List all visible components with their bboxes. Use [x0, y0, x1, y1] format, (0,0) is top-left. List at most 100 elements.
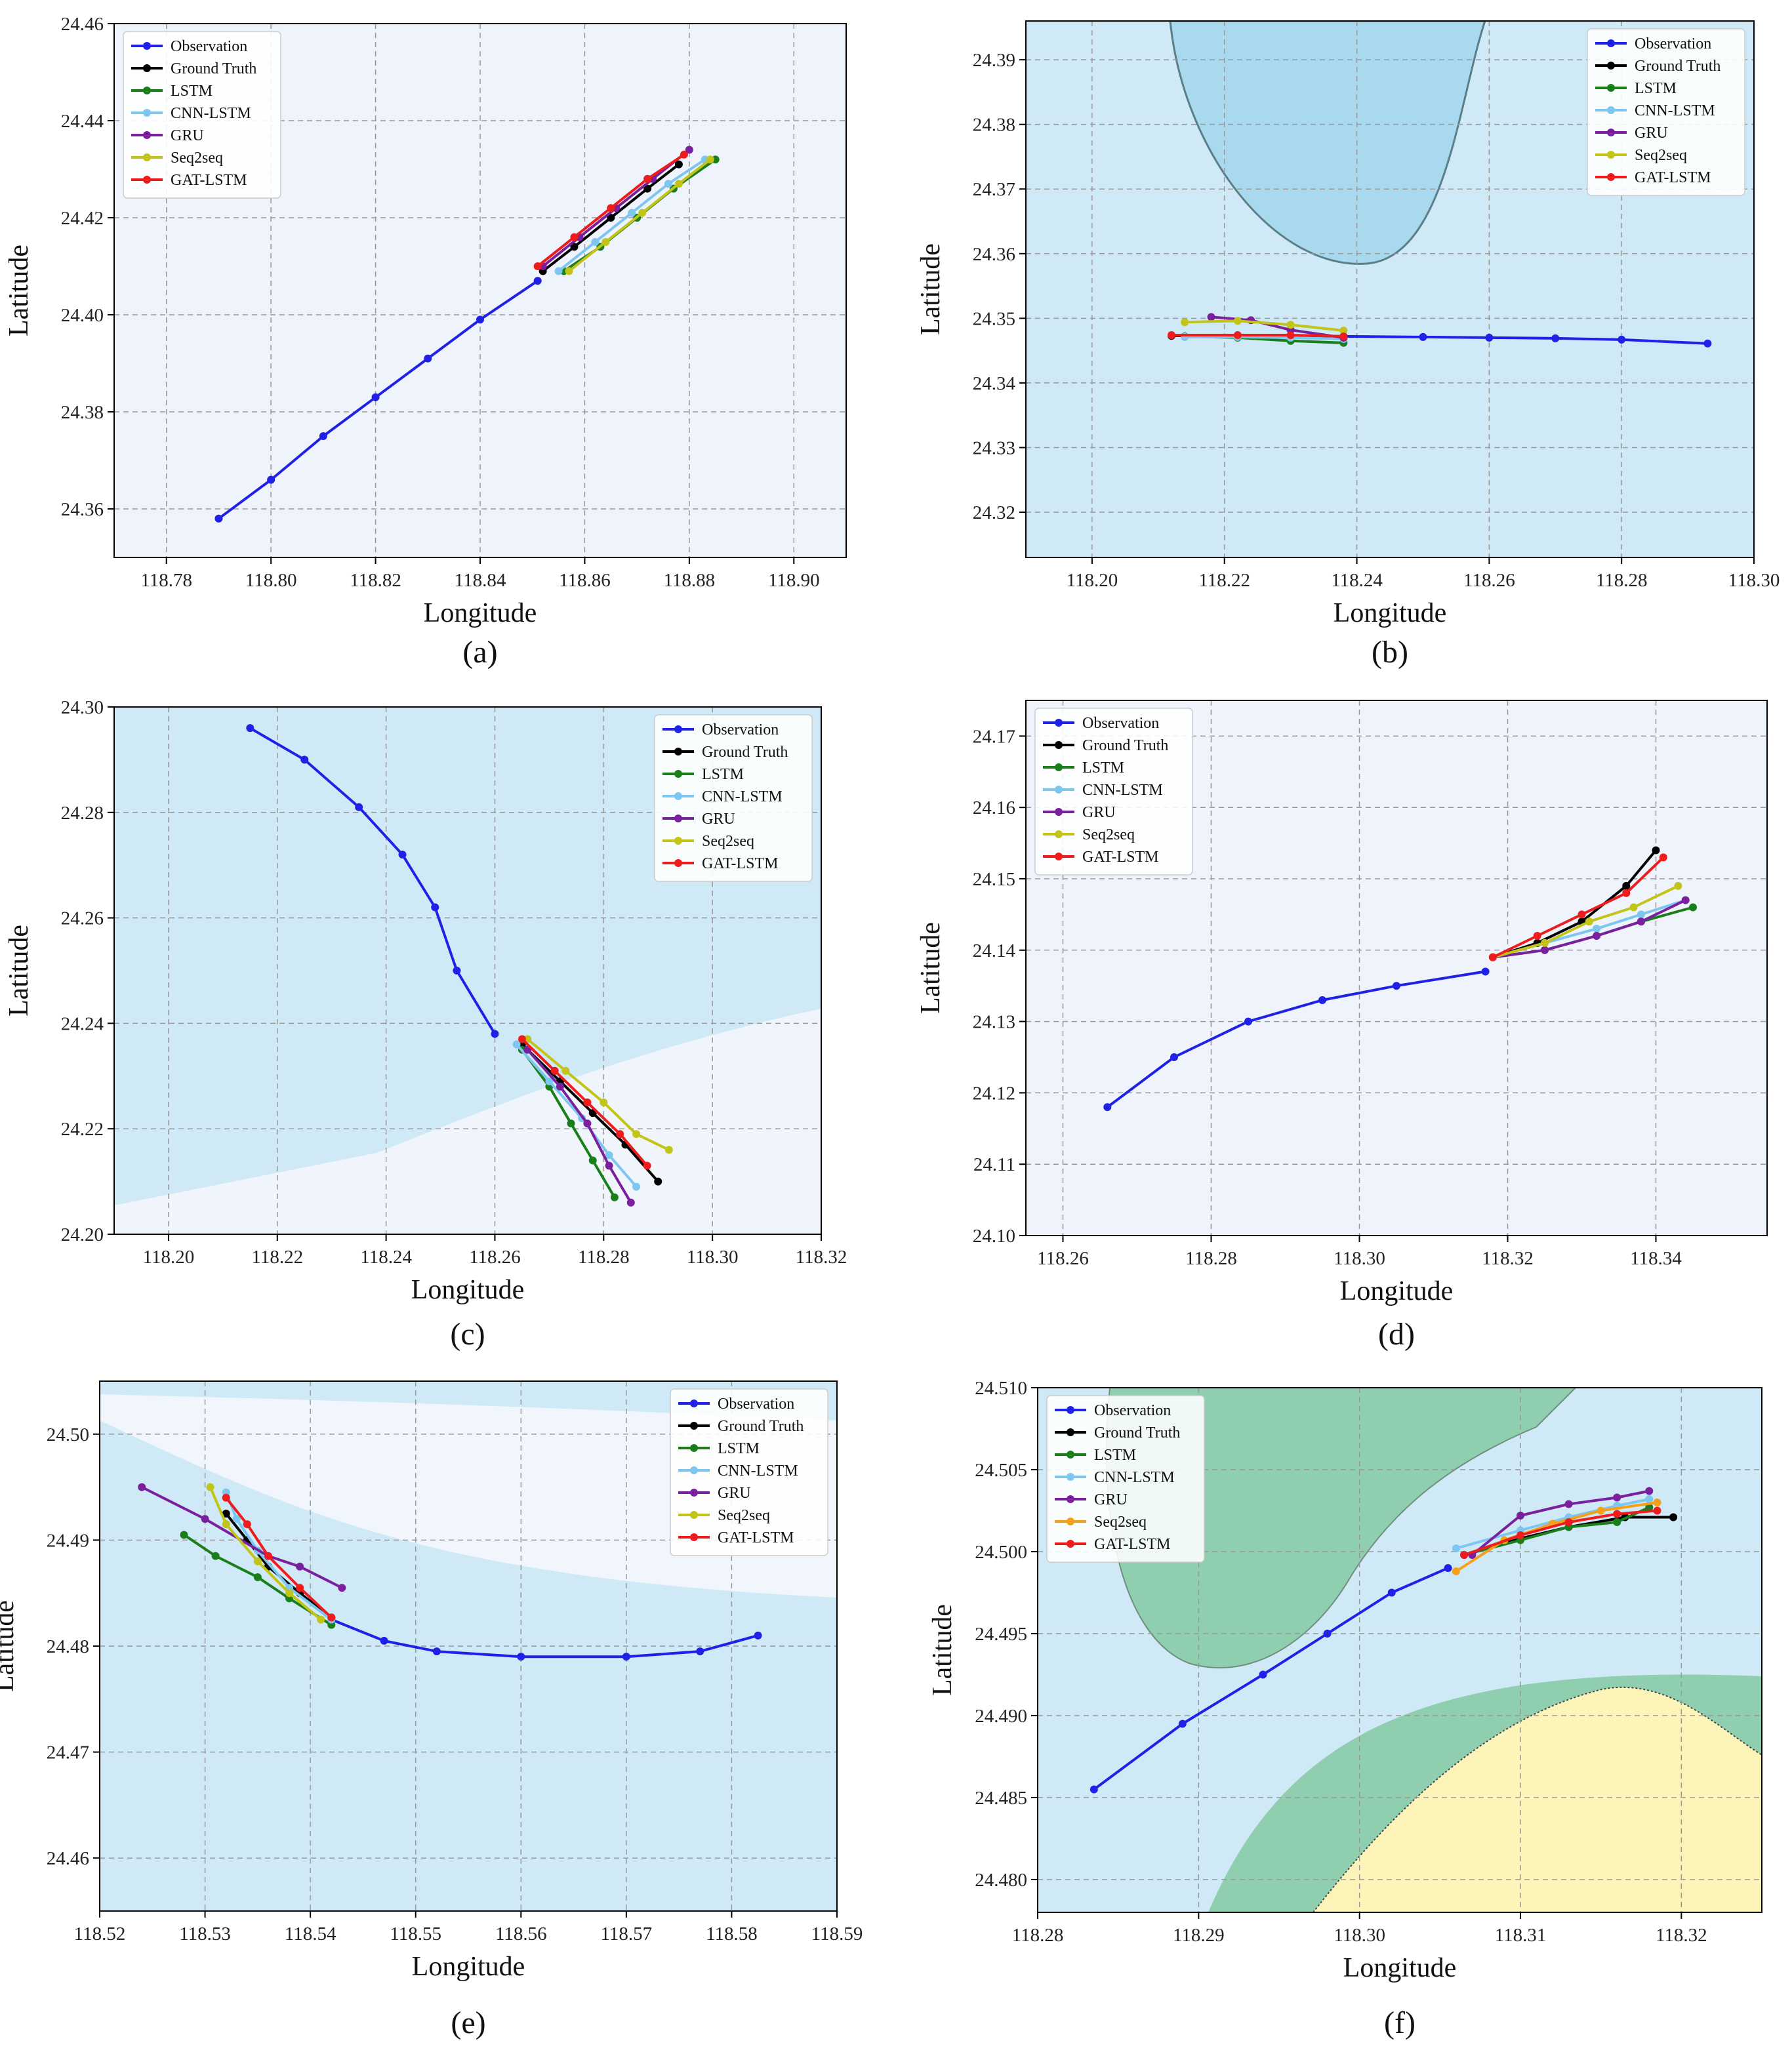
- y-axis-label: Latitude: [0, 1600, 20, 1692]
- legend-marker: [143, 131, 151, 139]
- series-gat-lstm: [1460, 1506, 1661, 1559]
- data-point: [643, 174, 652, 183]
- x-tick-label: 118.34: [1630, 1248, 1682, 1269]
- data-point: [664, 1146, 673, 1154]
- x-tick-label: 118.20: [1067, 570, 1118, 591]
- x-tick-label: 118.57: [601, 1923, 653, 1944]
- legend-marker: [1067, 1428, 1074, 1436]
- data-point: [1533, 932, 1541, 940]
- data-point: [338, 1584, 346, 1592]
- legend: Observation Ground Truth LSTM CNN-LSTM GRU Se…: [670, 1388, 828, 1556]
- map-background: [114, 1009, 821, 1234]
- data-point: [1387, 1588, 1396, 1597]
- series-gat-lstm: [222, 1493, 336, 1622]
- legend-label: GRU: [1635, 125, 1668, 142]
- legend-marker: [143, 64, 151, 72]
- y-tick-label: 24.12: [973, 1083, 1015, 1104]
- legend-marker: [1067, 1473, 1074, 1481]
- x-axis-label: Longitude: [412, 1952, 525, 1982]
- legend-label: GRU: [1082, 804, 1116, 821]
- panel-f: 118.28 118.29 118.30 118.31 118.32 24.480 24.4…: [927, 1378, 1762, 2040]
- x-tick-label: 118.55: [390, 1923, 441, 1944]
- data-point: [1613, 1518, 1621, 1526]
- data-point: [754, 1631, 762, 1640]
- legend-label: Ground Truth: [171, 60, 256, 77]
- data-point: [1564, 1518, 1573, 1526]
- x-tick-label: 118.32: [1656, 1925, 1707, 1946]
- y-tick-label: 24.480: [975, 1870, 1027, 1891]
- y-tick-label: 24.36: [973, 244, 1015, 265]
- y-axis-label: Latitude: [927, 1604, 958, 1696]
- legend-marker: [1067, 1518, 1074, 1525]
- data-point: [296, 1562, 304, 1571]
- legend-label: GRU: [702, 811, 735, 828]
- legend-label: GRU: [171, 127, 204, 144]
- data-point: [605, 1151, 613, 1159]
- data-point: [533, 277, 542, 285]
- y-tick-label: 24.490: [975, 1706, 1027, 1727]
- data-point: [1669, 1513, 1678, 1521]
- data-point: [706, 155, 714, 164]
- data-point: [300, 755, 309, 764]
- x-tick-label: 118.78: [140, 570, 192, 591]
- y-tick-label: 24.46: [61, 14, 104, 35]
- panel-a: 118.78 118.80 118.82 118.84 118.86 118.88 118.…: [4, 14, 847, 670]
- legend-marker: [690, 1489, 698, 1497]
- series-seq2seq: [206, 1483, 325, 1624]
- series-seq2seq: [523, 1035, 673, 1154]
- legend-marker: [1067, 1540, 1074, 1548]
- legend: Observation Ground Truth LSTM CNN-LSTM GRU Se…: [1034, 708, 1193, 876]
- data-point: [222, 1510, 230, 1518]
- series-cnn-lstm: [554, 155, 709, 275]
- data-point: [1593, 925, 1601, 933]
- legend: Observation Ground Truth LSTM CNN-LSTM GRU Se…: [123, 31, 281, 199]
- data-point: [591, 238, 600, 246]
- data-point: [565, 267, 573, 275]
- data-point: [201, 1515, 209, 1523]
- data-point: [1618, 335, 1626, 344]
- legend-marker: [1607, 173, 1615, 181]
- panel-caption: (e): [451, 2005, 485, 2040]
- data-point: [1089, 1785, 1098, 1794]
- y-tick-label: 24.38: [61, 402, 104, 423]
- series-cnn-lstm: [1452, 1495, 1654, 1552]
- legend-marker: [690, 1511, 698, 1519]
- map-background: [1106, 1388, 1762, 1912]
- data-point: [533, 262, 542, 270]
- legend-label: GRU: [1094, 1491, 1128, 1508]
- x-tick-label: 118.88: [664, 570, 716, 591]
- legend-marker: [1607, 129, 1615, 136]
- x-tick-label: 118.80: [245, 570, 297, 591]
- x-tick-label: 118.20: [143, 1247, 195, 1268]
- legend-label: CNN-LSTM: [702, 788, 783, 805]
- series-observation: [327, 1615, 762, 1661]
- data-point: [232, 1515, 241, 1523]
- legend-label: Seq2seq: [1094, 1514, 1147, 1531]
- series-observation: [1089, 1564, 1452, 1794]
- legend-marker: [1055, 719, 1063, 727]
- data-point: [432, 1647, 441, 1656]
- x-tick-label: 118.30: [1334, 1925, 1385, 1946]
- data-point: [632, 1182, 641, 1191]
- coast-area: [1312, 1686, 1762, 1912]
- data-point: [1460, 1551, 1469, 1559]
- y-tick-label: 24.32: [973, 502, 1015, 523]
- legend-marker: [1607, 106, 1615, 114]
- data-point: [180, 1531, 188, 1539]
- legend-label: Seq2seq: [702, 833, 754, 850]
- data-point: [1233, 331, 1242, 339]
- legend-label: Observation: [171, 38, 247, 55]
- data-point: [561, 1066, 570, 1075]
- series-gru: [1468, 1487, 1654, 1559]
- legend-label: CNN-LSTM: [1082, 782, 1163, 799]
- x-tick-label: 118.59: [811, 1923, 863, 1944]
- data-point: [1259, 1670, 1267, 1679]
- data-point: [1207, 313, 1215, 321]
- data-point: [1613, 1510, 1621, 1518]
- legend-label: LSTM: [718, 1440, 760, 1457]
- data-point: [643, 1161, 651, 1170]
- data-point: [1517, 1512, 1524, 1520]
- legend-label: Ground Truth: [1082, 737, 1168, 754]
- legend-marker: [690, 1400, 698, 1407]
- data-point: [588, 1156, 597, 1165]
